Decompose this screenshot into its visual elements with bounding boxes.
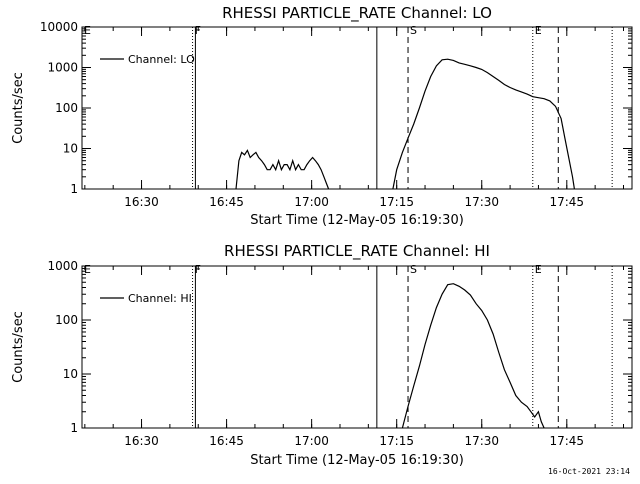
time-marker-label: F bbox=[195, 24, 201, 37]
time-marker-label: S bbox=[410, 24, 417, 37]
legend-entry: Channel: LO bbox=[128, 53, 195, 66]
plot-frame bbox=[81, 26, 633, 190]
x-tick-label: 17:30 bbox=[464, 434, 499, 448]
y-tick-label: 10000 bbox=[40, 20, 78, 34]
x-tick-label: 17:00 bbox=[294, 434, 329, 448]
series-line-channel-lo bbox=[392, 58, 575, 190]
y-axis-label: Counts/sec bbox=[11, 311, 26, 383]
x-tick-label: 16:30 bbox=[124, 195, 159, 209]
legend-entry: Channel: HI bbox=[128, 292, 192, 305]
time-marker-label: E bbox=[535, 263, 542, 276]
x-tick-label: 17:45 bbox=[549, 434, 584, 448]
chart-title: RHESSI PARTICLE_RATE Channel: HI bbox=[224, 242, 490, 261]
x-tick-label: 17:30 bbox=[464, 195, 499, 209]
time-marker-label: E bbox=[535, 24, 542, 37]
y-tick-label: 10 bbox=[63, 142, 78, 156]
series-line-channel-hi bbox=[401, 283, 545, 429]
series-line-channel-lo bbox=[235, 149, 330, 190]
time-marker-label: F bbox=[195, 263, 201, 276]
x-tick-label: 16:45 bbox=[209, 434, 244, 448]
y-tick-label: 100 bbox=[55, 101, 78, 115]
x-tick-label: 16:45 bbox=[209, 195, 244, 209]
time-marker-label: E bbox=[84, 24, 91, 37]
x-axis-label: Start Time (12-May-05 16:19:30) bbox=[250, 453, 464, 468]
x-tick-label: 17:15 bbox=[379, 195, 414, 209]
x-tick-label: 17:00 bbox=[294, 195, 329, 209]
y-tick-label: 1 bbox=[70, 421, 78, 435]
y-tick-label: 1 bbox=[70, 182, 78, 196]
print-timestamp: 16-Oct-2021 23:14 bbox=[548, 467, 630, 476]
y-tick-label: 1000 bbox=[47, 61, 78, 75]
x-axis-label: Start Time (12-May-05 16:19:30) bbox=[250, 213, 464, 228]
plot-frame bbox=[81, 265, 633, 429]
y-tick-label: 10 bbox=[63, 367, 78, 381]
y-tick-label: 1000 bbox=[47, 259, 78, 273]
time-marker-label: S bbox=[410, 263, 417, 276]
x-tick-label: 16:30 bbox=[124, 434, 159, 448]
y-tick-label: 100 bbox=[55, 313, 78, 327]
time-marker-label: E bbox=[84, 263, 91, 276]
chart-title: RHESSI PARTICLE_RATE Channel: LO bbox=[222, 4, 492, 23]
y-axis-label: Counts/sec bbox=[11, 72, 26, 144]
x-tick-label: 17:15 bbox=[379, 434, 414, 448]
chart-panel-1: RHESSI PARTICLE_RATE Channel: LO Start Ti… bbox=[11, 4, 633, 228]
x-tick-label: 17:45 bbox=[549, 195, 584, 209]
chart-panel-2: RHESSI PARTICLE_RATE Channel: HI Start Ti… bbox=[11, 242, 633, 468]
